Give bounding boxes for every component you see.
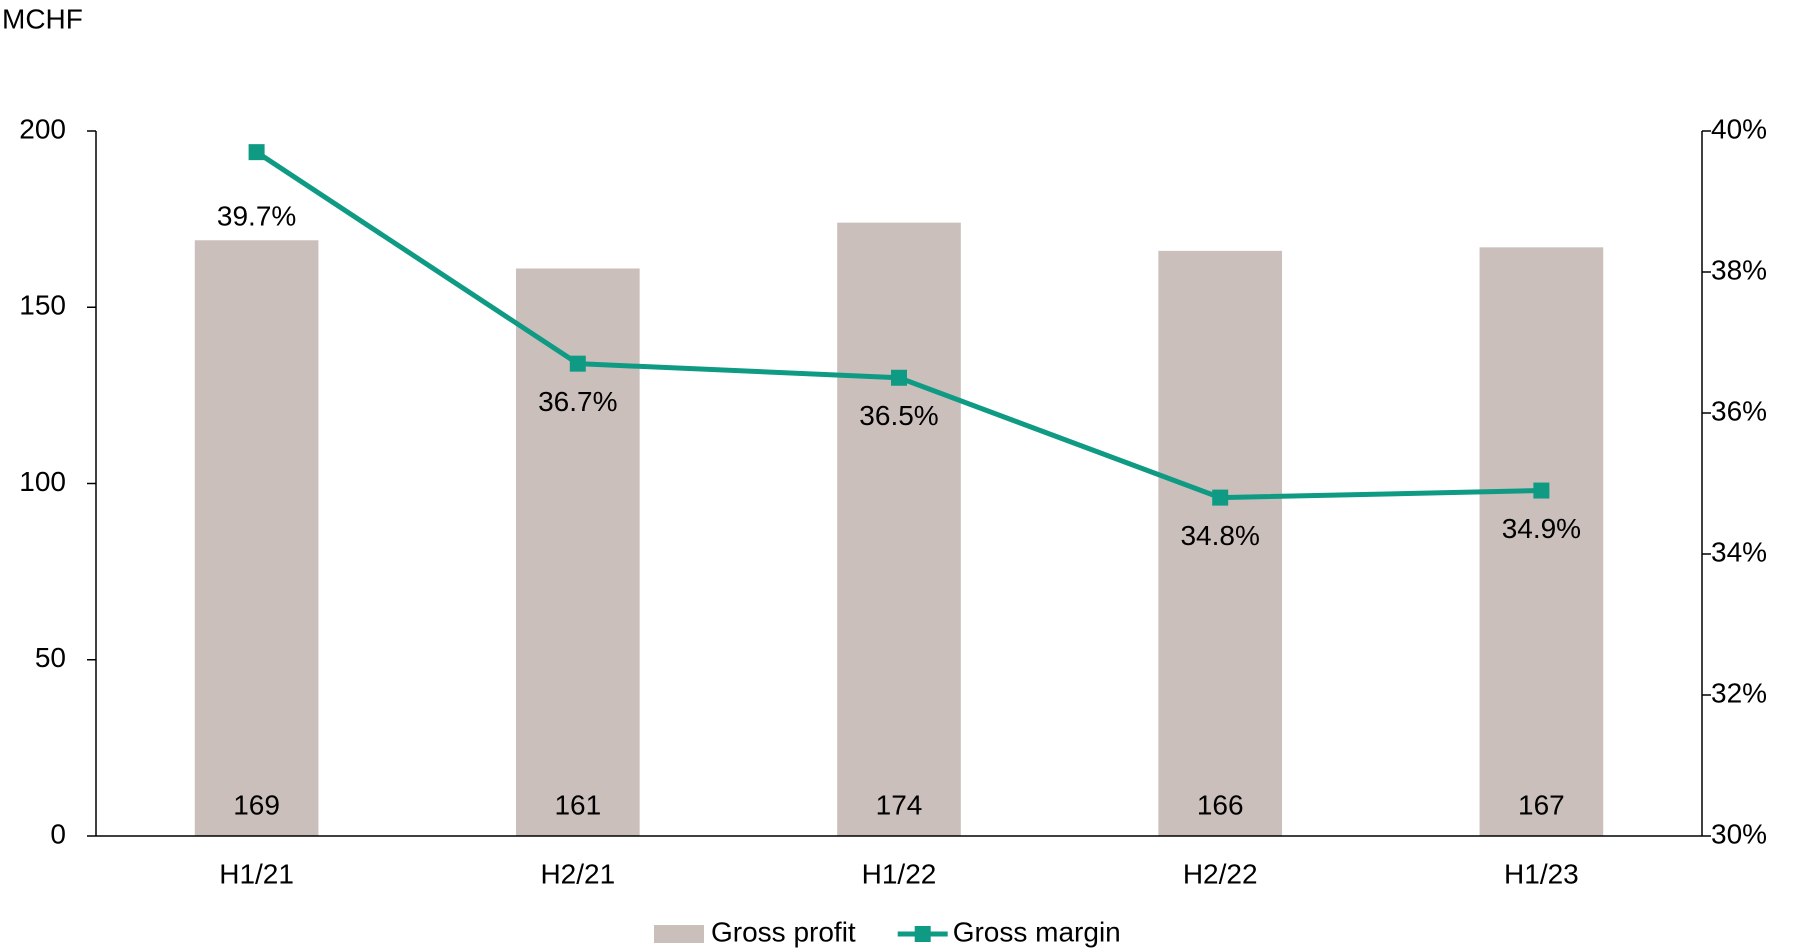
legend-label: Gross margin: [953, 916, 1121, 947]
line-marker: [248, 144, 265, 161]
line-label: 36.7%: [538, 386, 617, 417]
x-tick-label: H2/22: [1183, 858, 1258, 889]
y-axis-label: MCHF: [2, 3, 83, 34]
y2-tick-label: 38%: [1711, 254, 1767, 285]
legend-swatch-marker: [914, 926, 931, 942]
bar: [1158, 250, 1283, 837]
y2-tick-label: 40%: [1711, 113, 1767, 144]
bar: [837, 222, 961, 836]
y-tick-label: 50: [35, 642, 66, 673]
x-tick-label: H2/21: [540, 858, 615, 889]
y-tick-label: 200: [19, 113, 66, 144]
line-label: 39.7%: [217, 201, 296, 232]
bar: [194, 240, 319, 836]
legend-label: Gross profit: [711, 916, 856, 947]
legend-swatch: [654, 925, 704, 943]
line-label: 34.8%: [1180, 520, 1259, 551]
bar-label: 166: [1197, 789, 1244, 820]
bar-label: 169: [233, 789, 280, 820]
bar-label: 167: [1518, 789, 1565, 820]
line-marker: [891, 369, 907, 386]
y-tick-label: 0: [50, 818, 66, 849]
line-label: 36.5%: [859, 400, 938, 431]
y-tick-label: 150: [19, 290, 66, 321]
y2-tick-label: 34%: [1711, 536, 1767, 567]
bar-label: 174: [876, 789, 923, 820]
x-tick-label: H1/22: [862, 858, 937, 889]
y2-tick-label: 36%: [1711, 395, 1767, 426]
y2-tick-label: 32%: [1711, 677, 1767, 708]
x-tick-label: H1/23: [1504, 858, 1579, 889]
y2-tick-label: 30%: [1711, 818, 1767, 849]
line-marker: [1533, 482, 1550, 499]
y-tick-label: 100: [19, 466, 66, 497]
line-marker: [1212, 489, 1229, 506]
line-label: 34.9%: [1502, 513, 1581, 544]
bar: [515, 268, 640, 837]
line-marker: [569, 355, 586, 372]
bar: [1479, 247, 1604, 836]
x-tick-label: H1/21: [219, 858, 294, 889]
bar-label: 161: [554, 789, 601, 820]
